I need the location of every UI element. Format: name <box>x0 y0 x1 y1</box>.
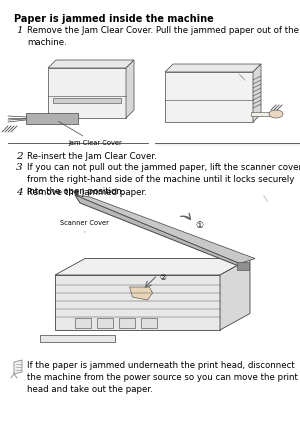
Bar <box>97 318 113 328</box>
Text: Remove the Jam Clear Cover. Pull the jammed paper out of the
machine.: Remove the Jam Clear Cover. Pull the jam… <box>27 26 299 47</box>
Text: ①: ① <box>195 221 203 230</box>
Text: Re-insert the Jam Clear Cover.: Re-insert the Jam Clear Cover. <box>27 152 157 161</box>
Polygon shape <box>220 258 250 330</box>
Polygon shape <box>14 360 22 374</box>
Bar <box>75 318 91 328</box>
Text: 2: 2 <box>16 152 22 161</box>
Text: 4: 4 <box>16 188 22 197</box>
Polygon shape <box>48 60 134 68</box>
Text: 1: 1 <box>16 26 22 35</box>
Bar <box>53 98 121 103</box>
Polygon shape <box>26 113 78 124</box>
Bar <box>119 318 135 328</box>
Polygon shape <box>75 195 245 269</box>
Polygon shape <box>126 60 134 118</box>
Polygon shape <box>75 195 255 264</box>
Bar <box>48 68 126 118</box>
Text: Remove the jammed paper.: Remove the jammed paper. <box>27 188 147 197</box>
Text: Jam Clear Cover: Jam Clear Cover <box>58 122 122 146</box>
Text: If the paper is jammed underneath the print head, disconnect
the machine from th: If the paper is jammed underneath the pr… <box>27 361 298 394</box>
Polygon shape <box>165 64 261 72</box>
Text: 3: 3 <box>16 163 22 172</box>
Bar <box>251 112 271 116</box>
Bar <box>141 318 157 328</box>
Text: Paper is jammed inside the machine: Paper is jammed inside the machine <box>14 14 214 24</box>
Text: ②: ② <box>160 273 167 282</box>
Text: Scanner Cover: Scanner Cover <box>60 220 109 232</box>
Polygon shape <box>40 335 115 342</box>
Bar <box>237 261 249 269</box>
Polygon shape <box>55 275 220 330</box>
Text: If you can not pull out the jammed paper, lift the scanner cover
from the right-: If you can not pull out the jammed paper… <box>27 163 300 196</box>
Polygon shape <box>253 64 261 122</box>
Polygon shape <box>130 287 152 300</box>
Bar <box>165 72 253 122</box>
Polygon shape <box>55 258 250 275</box>
Ellipse shape <box>269 110 283 118</box>
